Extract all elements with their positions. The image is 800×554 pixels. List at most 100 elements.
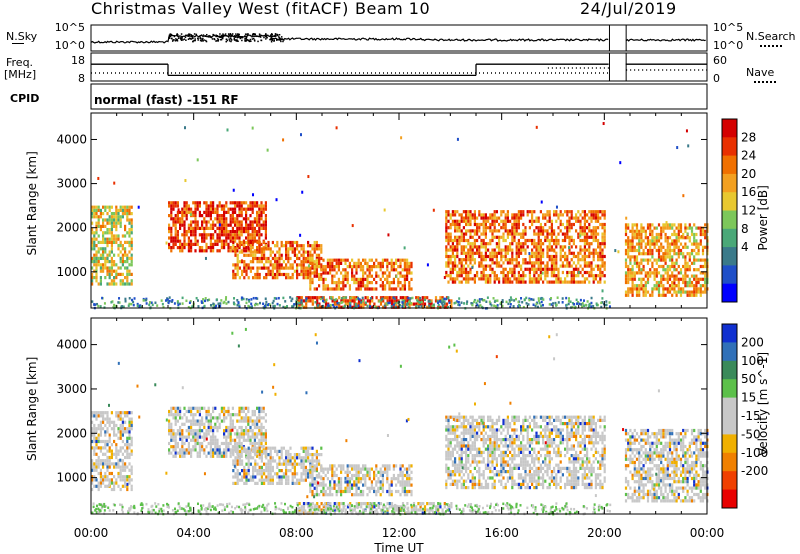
heatmap-cell [253,239,256,243]
heatmap-scatter [409,301,412,305]
heatmap-cell [478,235,481,239]
heatmap-cell [315,244,318,248]
heatmap-cell [243,269,246,273]
heatmap-cell [384,284,387,288]
heatmap-cell [205,220,208,224]
heatmap-noise-point [137,205,140,209]
heatmap-cell [583,235,586,239]
heatmap-cell [572,267,575,271]
heatmap-cell [262,207,265,211]
heatmap-cell [531,248,534,252]
heatmap-cell [662,229,665,233]
heatmap-cell [227,432,230,436]
heatmap-scatter [273,304,276,308]
heatmap-scatter [495,305,498,308]
heatmap-cell [379,296,383,300]
heatmap-cell [395,261,398,265]
heatmap-cell [209,435,212,439]
heatmap-cell [513,219,516,223]
heatmap-cell [181,429,184,433]
heatmap-cell [533,232,536,236]
heatmap-scatter [488,300,491,304]
heatmap-cell [247,459,250,463]
heatmap-cell [533,210,536,214]
heatmap-cell [207,409,210,414]
heatmap-cell [624,277,628,281]
heatmap-cell [553,264,556,268]
heatmap-cell [198,249,201,253]
heatmap-cell [113,224,116,228]
heatmap-cell [686,252,689,256]
heatmap-cell [346,271,349,275]
heatmap-cell [506,245,509,249]
heatmap-cell [185,429,188,433]
heatmap-cell [304,276,307,280]
heatmap-cell [592,226,595,230]
heatmap-cell [194,233,197,237]
heatmap-cell [102,234,105,238]
heatmap-cell [583,264,586,268]
noise-scatter-point [213,34,215,36]
heatmap-cell [603,229,606,233]
heatmap-cell [91,481,94,485]
heatmap-cell [240,435,243,439]
heatmap-cell [583,245,586,249]
heatmap-cell [113,465,116,469]
heatmap-cell [471,245,474,249]
y-tick-label: 1000 [56,265,87,279]
heatmap-cell [108,240,111,244]
heatmap-cell [473,245,476,249]
heatmap-cell [421,296,424,300]
heatmap-cell [531,213,534,217]
heatmap-cell [243,244,246,248]
heatmap-cell [91,221,94,225]
heatmap-cell [555,238,558,243]
heatmap-cell [655,242,658,246]
heatmap-cell [679,293,683,297]
heatmap-scatter [525,302,528,305]
heatmap-cell [241,459,244,463]
heatmap-cell [99,253,102,257]
heatmap-cell [403,261,406,265]
noise-left-tick-top: 10^5 [55,21,85,34]
heatmap-cell [458,270,461,275]
heatmap-cell [506,210,509,214]
heatmap-cell [264,217,267,221]
heatmap-scatter [124,300,127,303]
heatmap-cell [447,242,450,246]
heatmap-scatter [584,303,587,307]
heatmap-scatter [240,298,243,301]
heatmap-cell [566,235,569,239]
heatmap-scatter [445,297,448,301]
heatmap-cell [190,230,193,234]
heatmap-scatter [525,296,528,300]
heatmap-cell [447,261,450,265]
heatmap-cell [110,481,113,485]
heatmap-cell [491,232,494,236]
heatmap-cell [91,266,94,270]
heatmap-cell [624,258,628,262]
heatmap-cell [586,232,589,236]
heatmap-cell [649,252,652,256]
heatmap-cell [679,226,683,230]
heatmap-cell [113,430,116,434]
heatmap-scatter [113,303,116,307]
heatmap-cell [579,248,582,252]
heatmap-cell [291,247,294,251]
heatmap-cell [524,238,527,243]
heatmap-cell [128,231,131,235]
heatmap-cell [231,438,234,442]
heatmap-scatter [441,304,444,307]
noise-scatter-point [184,36,187,38]
heatmap-cell [511,251,514,255]
heatmap-cell [379,284,382,288]
heatmap-cell [247,432,250,436]
heatmap-cell [467,238,470,243]
heatmap-cell [298,244,301,248]
heatmap-cell [311,271,314,275]
heatmap-cell [491,270,494,275]
heatmap-cell [566,264,569,268]
freq-right-tick-top: 60 [713,54,727,67]
heatmap-cell [115,462,118,466]
heatmap-cell [236,204,239,208]
